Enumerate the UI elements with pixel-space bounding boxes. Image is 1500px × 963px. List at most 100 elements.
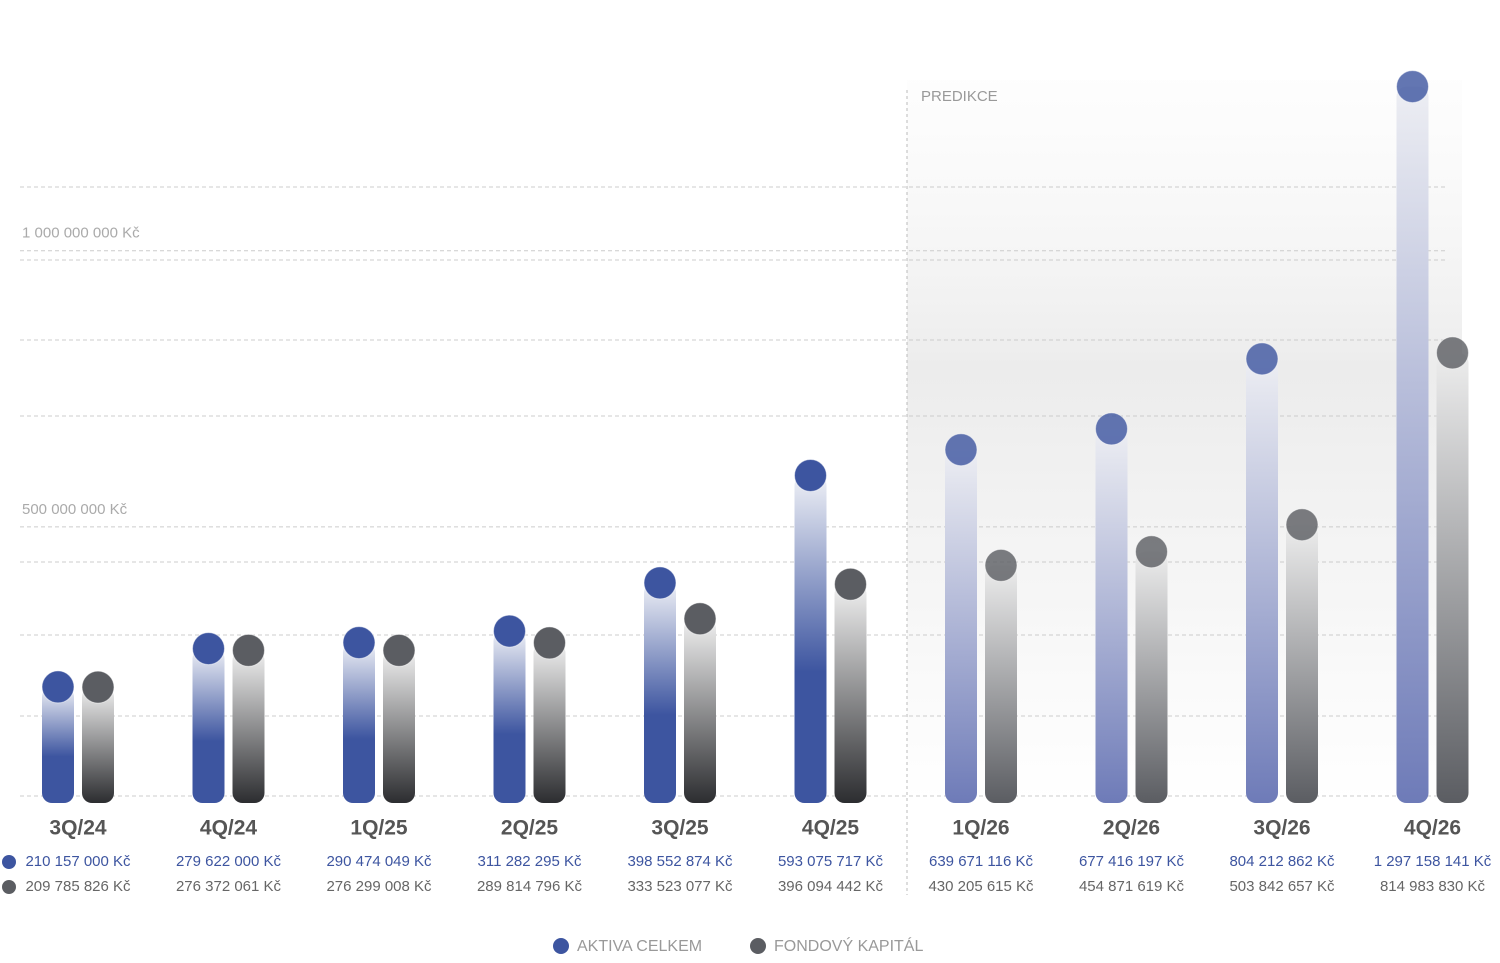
bar-body (82, 687, 114, 803)
value-label: 1 297 158 141 Kč (1374, 853, 1492, 870)
value-label: 290 474 049 Kč (326, 853, 432, 870)
value-label: 276 299 008 Kč (326, 878, 432, 895)
value-label: 333 523 077 Kč (627, 878, 733, 895)
bar-body (232, 650, 265, 803)
bar-cap (683, 602, 717, 636)
value-label: 311 282 295 Kč (478, 853, 582, 870)
bar-cap (984, 548, 1018, 582)
bar-body (343, 642, 375, 803)
bar (1396, 70, 1429, 803)
value-label: 804 212 862 Kč (1229, 853, 1335, 870)
bar-cap (1285, 508, 1319, 542)
x-tick-label: 2Q/26 (1103, 817, 1160, 840)
bar-cap (533, 626, 566, 660)
x-tick-label: 1Q/26 (952, 817, 1009, 840)
bar-cap (342, 626, 376, 660)
value-label: 279 622 000 Kč (176, 853, 282, 870)
bar (382, 633, 416, 803)
value-label: 454 871 619 Kč (1079, 878, 1185, 895)
plot: 3Q/24 210 157 000 Kč 209 785 826 Kč 4Q/24 27… (2, 70, 1492, 955)
value-label: 677 416 197 Kč (1079, 853, 1185, 870)
value-label: 639 671 116 Kč (929, 853, 1033, 870)
value-label: 814 983 830 Kč (1380, 878, 1486, 895)
value-label: 209 785 826 Kč (25, 878, 131, 895)
x-tick-label: 2Q/25 (501, 817, 559, 840)
bar-body (42, 686, 74, 803)
bar-cap (1396, 70, 1429, 104)
x-tick-label: 3Q/26 (1253, 817, 1310, 840)
bar-cap (192, 632, 225, 666)
bar (342, 626, 376, 803)
bar (944, 433, 978, 803)
x-tick-label: 4Q/24 (200, 817, 258, 840)
value-label: 430 205 615 Kč (928, 878, 1034, 895)
bar-cap (1135, 535, 1168, 569)
bar (1245, 342, 1279, 803)
prediction-label: PREDIKCE (921, 88, 998, 105)
bar-cap (81, 670, 115, 704)
bar-cap (834, 567, 867, 601)
bar-body (985, 565, 1017, 803)
legend-label: FONDOVÝ KAPITÁL (774, 936, 923, 955)
x-tick-label: 4Q/25 (802, 817, 860, 840)
bar-cap (1245, 342, 1279, 376)
row-marker (2, 855, 16, 869)
bar-cap (1095, 412, 1128, 446)
bar-cap (382, 633, 416, 667)
bar-cap (493, 614, 526, 648)
value-label: 593 075 717 Kč (778, 853, 884, 870)
bar-body (794, 475, 827, 803)
legend-marker (750, 938, 766, 954)
bar-body (383, 650, 415, 803)
bar-body (1246, 358, 1278, 803)
bar-body (192, 648, 225, 803)
bar (794, 458, 827, 803)
y-tick-label: 1 000 000 000 Kč (22, 225, 140, 242)
x-tick-label: 1Q/25 (350, 817, 408, 840)
y-tick-label: 500 000 000 Kč (22, 501, 128, 518)
bar (493, 614, 526, 803)
value-label: 289 814 796 Kč (477, 878, 583, 895)
value-label: 396 094 442 Kč (778, 878, 884, 895)
x-tick-label: 3Q/25 (651, 817, 709, 840)
bar-cap (1436, 336, 1469, 370)
bar-body (644, 582, 676, 803)
legend-marker (553, 938, 569, 954)
legend-label: AKTIVA CELKEM (577, 938, 702, 955)
bar (1285, 508, 1319, 803)
row-marker (2, 880, 16, 894)
bar-cap (41, 670, 75, 704)
value-label: 398 552 874 Kč (627, 853, 733, 870)
bar-cap (232, 633, 265, 667)
x-tick-label: 3Q/24 (49, 817, 107, 840)
bar (984, 548, 1018, 803)
bar (81, 670, 115, 803)
bar-body (1095, 428, 1128, 803)
bar-body (533, 642, 566, 803)
bar-body (834, 584, 867, 803)
bar-body (493, 631, 526, 803)
bar (192, 632, 225, 803)
value-label: 503 842 657 Kč (1229, 878, 1335, 895)
bar-cap (643, 566, 677, 600)
bar (41, 670, 75, 803)
bar (1135, 535, 1168, 803)
x-tick-label: 4Q/26 (1404, 817, 1461, 840)
bar-body (1436, 352, 1469, 803)
bar (1436, 336, 1469, 803)
value-label: 276 372 061 Kč (176, 878, 282, 895)
bar-body (1286, 524, 1318, 803)
bar (232, 633, 265, 803)
bar (643, 566, 677, 803)
bar-body (1396, 86, 1429, 803)
bar-cap (944, 433, 978, 467)
bar (683, 602, 717, 803)
bar-body (1135, 551, 1168, 803)
bar (533, 626, 566, 803)
bar-body (684, 618, 716, 803)
value-label: 210 157 000 Kč (25, 853, 131, 870)
bar-cap (794, 458, 827, 492)
bar-body (945, 449, 977, 803)
bar (834, 567, 867, 803)
